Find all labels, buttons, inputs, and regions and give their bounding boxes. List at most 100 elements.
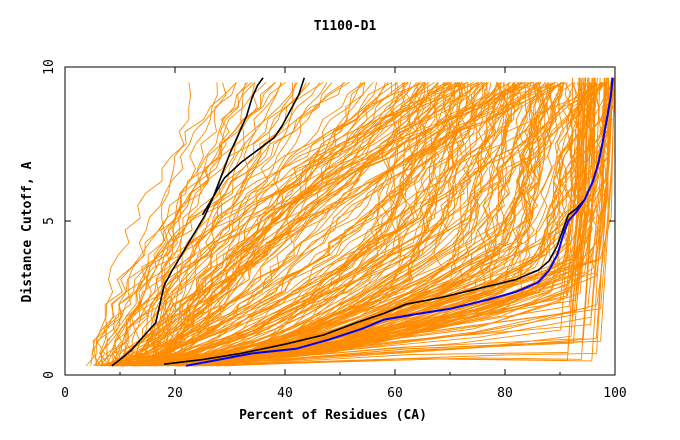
model-curve bbox=[110, 81, 448, 367]
model-curve bbox=[120, 81, 556, 367]
model-curve bbox=[129, 82, 605, 367]
model-curve bbox=[202, 82, 424, 367]
model-curve bbox=[155, 82, 311, 366]
chart-title: T1100-D1 bbox=[314, 19, 377, 34]
model-curve bbox=[189, 77, 613, 367]
x-tick-label: 80 bbox=[497, 386, 513, 401]
model-curve bbox=[130, 82, 515, 367]
model-curve bbox=[140, 82, 522, 367]
model-curve bbox=[190, 77, 614, 367]
model-curve bbox=[94, 82, 350, 367]
model-curve bbox=[148, 82, 237, 367]
model-curve bbox=[167, 82, 502, 367]
model-curve bbox=[137, 82, 531, 367]
model-curve bbox=[181, 77, 606, 367]
model-curve bbox=[222, 77, 615, 367]
x-tick-label: 0 bbox=[61, 386, 69, 401]
model-curve bbox=[128, 82, 521, 367]
model-curve bbox=[153, 82, 552, 367]
model-curve bbox=[203, 77, 595, 367]
model-curve bbox=[134, 82, 527, 367]
model-curve bbox=[211, 77, 582, 367]
model-curve bbox=[133, 82, 538, 367]
model-curve bbox=[198, 77, 607, 367]
model-curve bbox=[187, 82, 550, 367]
model-curve bbox=[156, 82, 218, 366]
x-tick-label: 40 bbox=[277, 386, 293, 401]
model-curve bbox=[109, 82, 489, 367]
model-curve bbox=[188, 77, 586, 367]
model-curve bbox=[109, 82, 555, 367]
highlighted-model-lines bbox=[111, 77, 614, 367]
model-curve bbox=[224, 77, 585, 367]
model-curve bbox=[100, 81, 565, 366]
black-highlight-curve bbox=[111, 77, 264, 367]
model-curve bbox=[224, 77, 589, 367]
model-curve bbox=[186, 82, 584, 367]
model-curve bbox=[163, 82, 294, 366]
model-curve bbox=[217, 77, 583, 367]
model-curve bbox=[195, 77, 589, 367]
model-curve bbox=[216, 77, 608, 367]
model-curve bbox=[149, 82, 450, 367]
model-curve bbox=[185, 82, 516, 367]
model-curve bbox=[131, 82, 609, 367]
x-tick-label: 60 bbox=[387, 386, 403, 401]
model-curve bbox=[113, 82, 408, 366]
model-curve bbox=[216, 77, 615, 367]
model-curve bbox=[156, 82, 392, 366]
model-curve bbox=[123, 82, 276, 367]
model-curve bbox=[180, 77, 574, 367]
model-curve bbox=[131, 82, 540, 367]
blue-highlight-curve bbox=[185, 77, 614, 367]
model-curve bbox=[176, 82, 487, 367]
x-tick-label: 20 bbox=[167, 386, 183, 401]
model-curve bbox=[157, 82, 255, 367]
x-axis-ticks: 0 20 40 60 80 100 bbox=[61, 67, 627, 401]
model-curve bbox=[100, 82, 467, 367]
background-model-lines bbox=[86, 77, 616, 367]
y-axis-ticks: 0 5 10 bbox=[42, 59, 615, 379]
y-tick-label: 0 bbox=[42, 371, 57, 379]
model-curve bbox=[144, 82, 523, 367]
model-curve bbox=[105, 82, 249, 366]
model-curve bbox=[188, 77, 610, 367]
model-curve bbox=[146, 82, 256, 367]
model-curve bbox=[174, 82, 452, 367]
model-curve bbox=[124, 82, 598, 367]
model-curve bbox=[194, 77, 593, 367]
model-curve bbox=[135, 82, 604, 367]
model-curve bbox=[144, 82, 602, 367]
model-curve bbox=[95, 82, 503, 367]
y-tick-label: 10 bbox=[42, 59, 57, 75]
model-curve bbox=[189, 82, 484, 367]
model-curve bbox=[133, 82, 435, 367]
model-curve bbox=[151, 82, 522, 367]
model-curve bbox=[107, 82, 460, 367]
model-curve bbox=[113, 82, 485, 367]
model-curve bbox=[101, 82, 463, 367]
model-curve bbox=[156, 82, 457, 367]
model-curve bbox=[184, 82, 439, 367]
y-tick-label: 5 bbox=[42, 217, 57, 225]
model-curve bbox=[92, 82, 286, 366]
model-curve bbox=[112, 82, 227, 367]
model-curve bbox=[190, 77, 596, 367]
model-curve bbox=[103, 82, 366, 367]
model-curve bbox=[139, 81, 526, 366]
model-curve bbox=[112, 82, 296, 367]
model-curve bbox=[108, 82, 463, 367]
model-curve bbox=[142, 82, 386, 367]
model-curve bbox=[106, 81, 425, 366]
model-curve bbox=[177, 82, 587, 367]
model-curve bbox=[152, 82, 421, 367]
black-highlight-curve bbox=[201, 77, 306, 216]
model-curve bbox=[140, 82, 574, 367]
model-curve bbox=[148, 82, 488, 367]
model-curve bbox=[195, 82, 396, 367]
model-curve bbox=[126, 82, 565, 367]
model-curve bbox=[153, 82, 366, 367]
model-curve bbox=[101, 82, 492, 367]
x-tick-label: 100 bbox=[603, 386, 626, 401]
